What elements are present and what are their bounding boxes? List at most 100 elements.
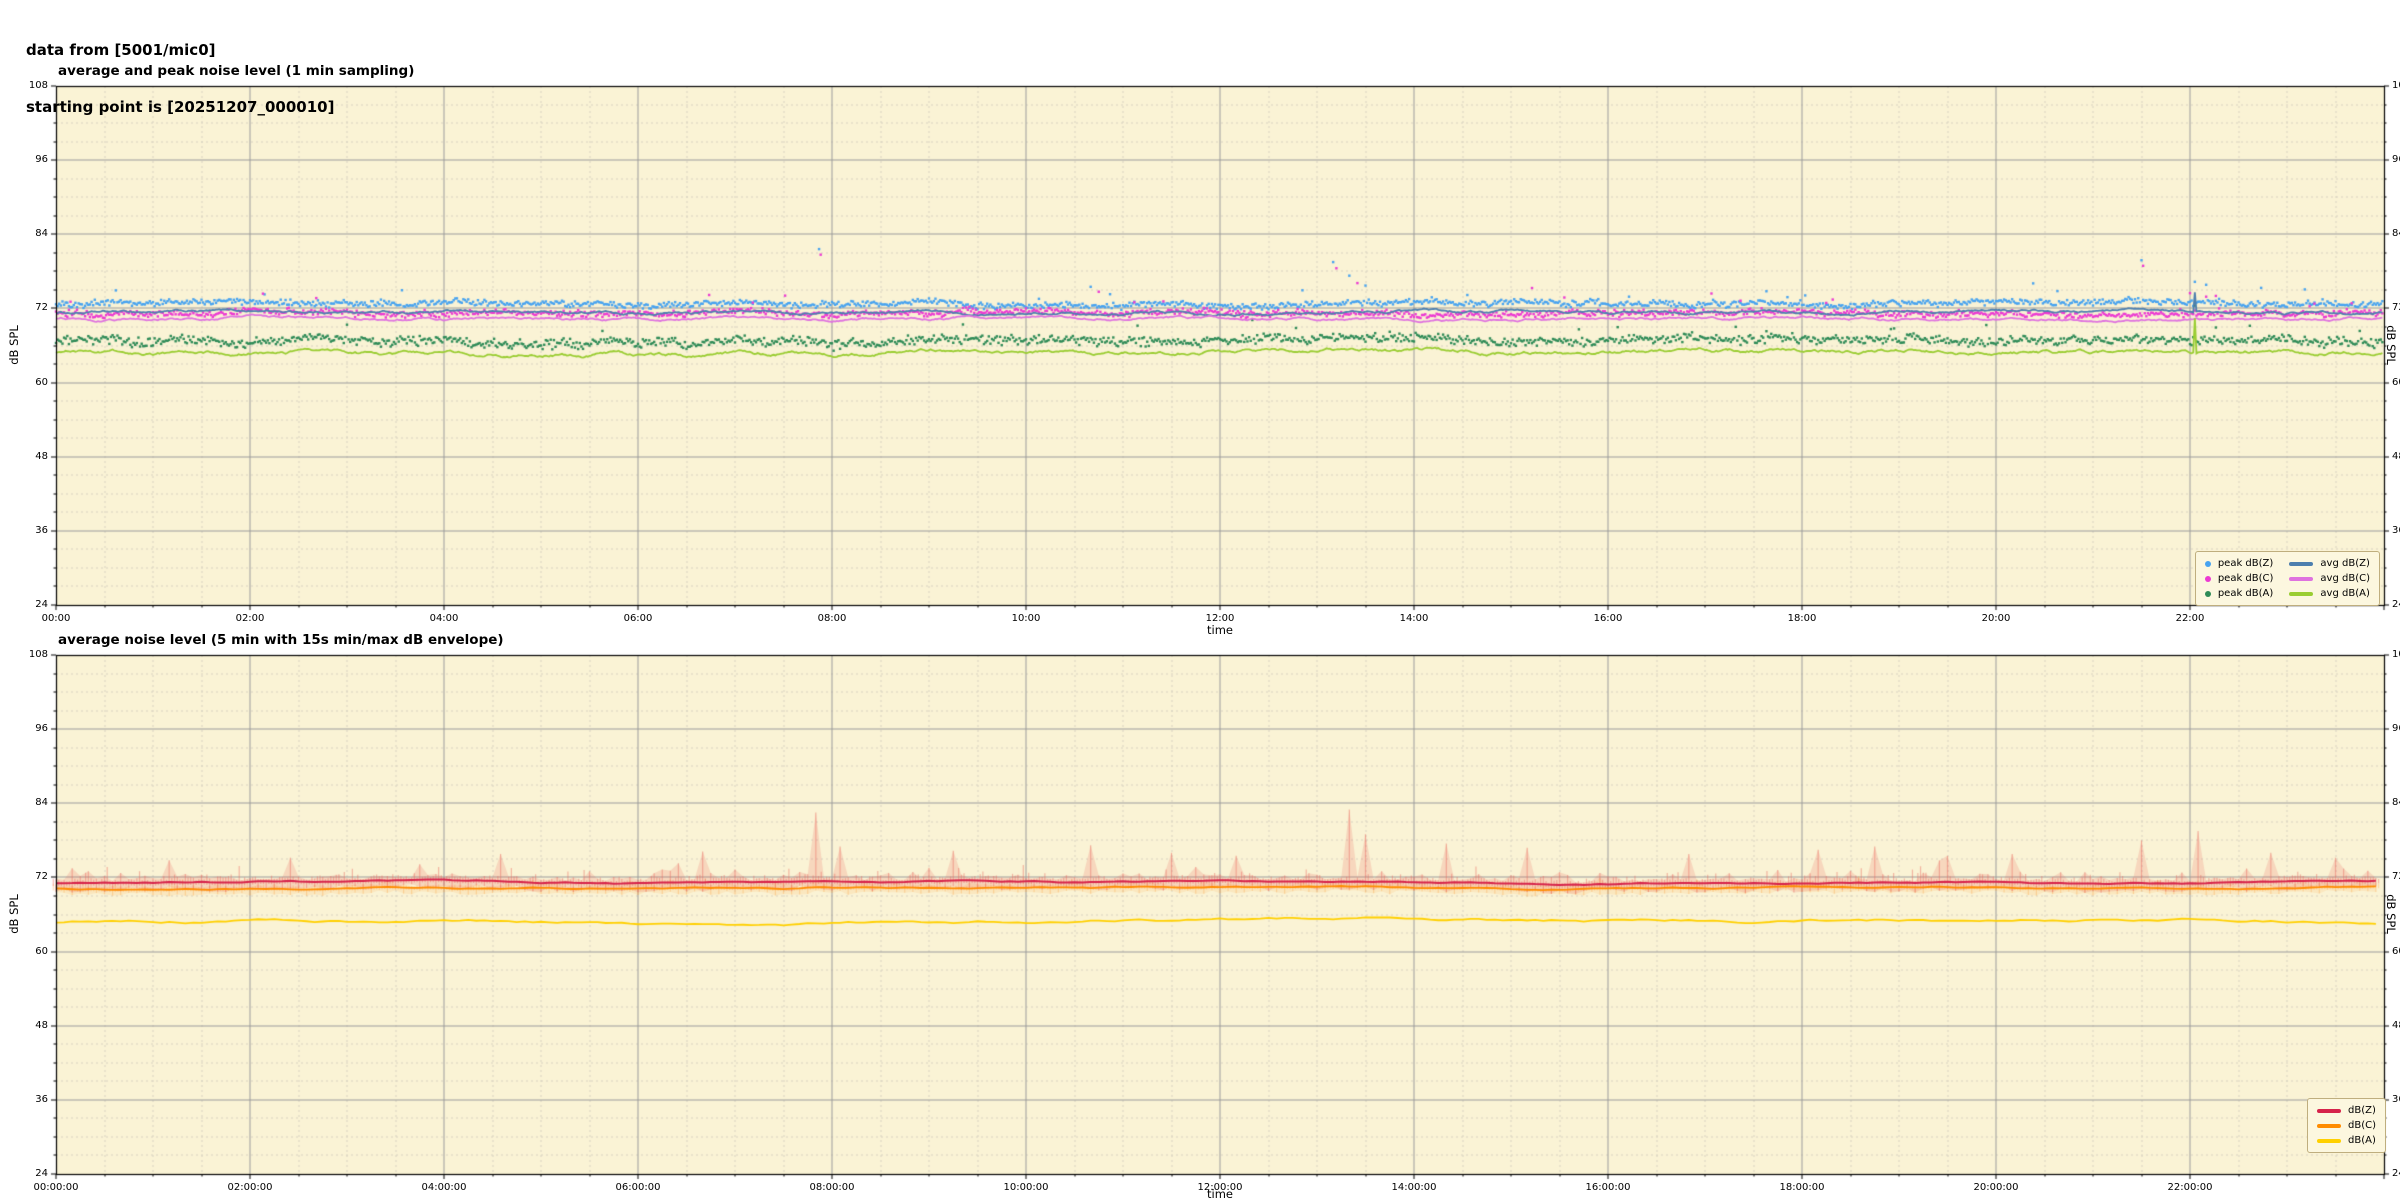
- y-tick-label-left: 84: [35, 797, 48, 809]
- y-tick-label-right: 84: [2392, 797, 2400, 809]
- x-tick-label: 14:00: [1399, 613, 1429, 624]
- legend-entry: peak dB(A): [2204, 586, 2274, 601]
- x-tick-label: 08:00:00: [809, 1182, 855, 1193]
- legend-entry: peak dB(Z): [2204, 556, 2274, 571]
- y-tick-label-right: 60: [2392, 376, 2400, 388]
- legend-entry: avg dB(Z): [2289, 556, 2370, 571]
- legend-label: dB(Z): [2348, 1105, 2376, 1116]
- bottom-ylabel-right: dB SPL: [2384, 894, 2398, 934]
- legend-label: peak dB(C): [2217, 573, 2274, 584]
- legend-line-swatch: [2289, 576, 2314, 581]
- y-tick-label-right: 84: [2392, 228, 2400, 240]
- header-line-source: data from [5001/mic0]: [26, 41, 216, 59]
- y-tick-label-left: 72: [35, 302, 48, 314]
- legend-label: avg dB(A): [2320, 588, 2370, 599]
- y-tick-label-right: 72: [2392, 302, 2400, 314]
- y-tick-label-right: 108: [2392, 649, 2400, 660]
- y-tick-label-right: 36: [2392, 1093, 2400, 1105]
- x-tick-label: 22:00: [2175, 613, 2205, 624]
- y-tick-label-right: 48: [2392, 1019, 2400, 1031]
- legend-label: avg dB(Z): [2320, 558, 2370, 569]
- y-tick-label-right: 96: [2392, 723, 2400, 735]
- bottom-chart-legend: dB(Z) dB(C) dB(A): [2307, 1098, 2386, 1153]
- x-tick-label: 00:00: [41, 613, 71, 624]
- y-tick-label-left: 60: [35, 376, 48, 388]
- y-tick-label-left: 24: [35, 1168, 48, 1179]
- y-tick-label-right: 96: [2392, 154, 2400, 166]
- header-line-start: starting point is [20251207_000010]: [26, 98, 335, 116]
- legend-entry: dB(A): [2317, 1133, 2376, 1148]
- y-tick-label-left: 36: [35, 1093, 48, 1105]
- y-tick-label-left: 108: [28, 649, 48, 660]
- y-tick-label-right: 36: [2392, 524, 2400, 536]
- legend-entry: avg dB(A): [2289, 586, 2370, 601]
- legend-label: dB(A): [2348, 1135, 2376, 1146]
- bottom-xlabel: time: [1207, 1187, 1233, 1200]
- y-tick-label-left: 48: [35, 450, 48, 462]
- y-tick-label-left: 36: [35, 524, 48, 536]
- y-tick-label-left: 48: [35, 1019, 48, 1031]
- y-tick-label-right: 60: [2392, 945, 2400, 957]
- x-tick-label: 06:00:00: [615, 1182, 661, 1193]
- x-tick-label: 16:00:00: [1585, 1182, 1631, 1193]
- legend-dot-swatch: [2204, 590, 2211, 597]
- header: data from [5001/mic0] starting point is …: [26, 3, 334, 155]
- legend-label: dB(C): [2348, 1120, 2376, 1131]
- x-tick-label: 14:00:00: [1391, 1182, 1437, 1193]
- legend-line-swatch: [2317, 1123, 2341, 1128]
- y-tick-label-right: 48: [2392, 450, 2400, 462]
- x-tick-label: 06:00: [623, 613, 653, 624]
- legend-column: avg dB(Z) avg dB(C) avg dB(A): [2289, 556, 2370, 601]
- legend-line-swatch: [2317, 1108, 2341, 1113]
- top-xlabel: time: [1207, 623, 1233, 637]
- top-chart-legend: peak dB(Z) peak dB(C) peak dB(A) avg dB(Z) a…: [2194, 551, 2380, 606]
- x-tick-label: 12:00:00: [1197, 1182, 1243, 1193]
- legend-line-swatch: [2289, 591, 2314, 596]
- x-tick-label: 02:00:00: [227, 1182, 273, 1193]
- x-tick-label: 10:00: [1011, 613, 1041, 624]
- y-tick-label-right: 108: [2392, 80, 2400, 91]
- x-tick-label: 18:00:00: [1779, 1182, 1825, 1193]
- legend-entry: peak dB(C): [2204, 571, 2274, 586]
- y-tick-label-right: 24: [2392, 1168, 2400, 1179]
- x-tick-label: 16:00: [1593, 613, 1623, 624]
- x-tick-label: 00:00:00: [33, 1182, 79, 1193]
- x-tick-label: 04:00:00: [421, 1182, 467, 1193]
- y-tick-label-left: 72: [35, 871, 48, 883]
- legend-column: peak dB(Z) peak dB(C) peak dB(A): [2204, 556, 2274, 601]
- x-tick-label: 08:00: [817, 613, 847, 624]
- legend-line-swatch: [2289, 561, 2314, 566]
- x-tick-label: 22:00:00: [2167, 1182, 2213, 1193]
- y-tick-label-left: 60: [35, 945, 48, 957]
- y-tick-label-right: 72: [2392, 871, 2400, 883]
- y-tick-label-left: 24: [35, 599, 48, 610]
- x-tick-label: 02:00: [235, 613, 265, 624]
- top-ylabel-right: dB SPL: [2384, 325, 2398, 365]
- legend-dot-swatch: [2204, 560, 2211, 567]
- bottom-chart-title: average noise level (5 min with 15s min/…: [58, 632, 504, 648]
- x-tick-label: 10:00:00: [1003, 1182, 1049, 1193]
- y-tick-label-left: 96: [35, 154, 48, 166]
- x-tick-label: 04:00: [429, 613, 459, 624]
- legend-label: avg dB(C): [2320, 573, 2370, 584]
- legend-line-swatch: [2317, 1138, 2341, 1143]
- legend-dot-swatch: [2204, 575, 2211, 582]
- y-tick-label-right: 24: [2392, 599, 2400, 610]
- bottom-ylabel-left: dB SPL: [7, 894, 21, 934]
- legend-entry: avg dB(C): [2289, 571, 2370, 586]
- top-ylabel-left: dB SPL: [7, 325, 21, 365]
- legend-entry: dB(Z): [2317, 1103, 2376, 1118]
- legend-entry: dB(C): [2317, 1118, 2376, 1133]
- legend-label: peak dB(A): [2217, 588, 2274, 599]
- legend-label: peak dB(Z): [2217, 558, 2274, 569]
- x-tick-label: 18:00: [1787, 613, 1817, 624]
- top-chart-title: average and peak noise level (1 min samp…: [58, 63, 415, 79]
- x-tick-label: 12:00: [1205, 613, 1235, 624]
- y-tick-label-left: 84: [35, 228, 48, 240]
- y-tick-label-left: 108: [28, 80, 48, 91]
- x-tick-label: 20:00:00: [1973, 1182, 2019, 1193]
- y-tick-label-left: 96: [35, 723, 48, 735]
- x-tick-label: 20:00: [1981, 613, 2011, 624]
